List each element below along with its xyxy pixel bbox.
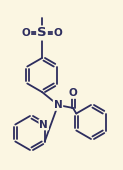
Text: O: O [54,28,62,38]
Text: O: O [69,88,77,98]
Text: S: S [37,27,47,39]
Text: N: N [39,120,48,130]
Text: O: O [22,28,30,38]
Text: N: N [54,100,62,110]
